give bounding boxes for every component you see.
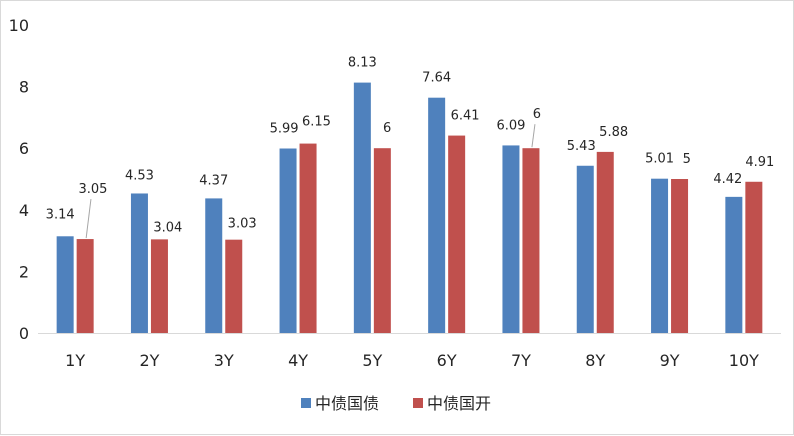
bar-series1-1Y (56, 236, 74, 333)
x-tick-label: 2Y (139, 351, 159, 370)
bar-series2-2Y (150, 239, 168, 333)
data-label: 6.09 (496, 118, 525, 133)
bar-series1-10Y (725, 196, 743, 333)
data-label: 6.41 (451, 109, 480, 124)
x-tick-label: 5Y (362, 351, 382, 370)
legend-swatch (413, 398, 423, 408)
data-label: 4.42 (713, 172, 742, 187)
bar-series1-6Y (428, 97, 446, 333)
data-label: 3.04 (153, 220, 182, 235)
x-tick-label: 6Y (437, 351, 457, 370)
y-tick-label: 6 (19, 139, 29, 158)
x-tick-label: 7Y (511, 351, 531, 370)
data-label: 3.14 (46, 207, 75, 222)
legend-label: 中债国开 (427, 394, 491, 413)
data-label: 6 (383, 121, 391, 136)
bar-series2-4Y (299, 143, 317, 333)
bar-series1-2Y (130, 193, 148, 333)
bar-series1-7Y (502, 145, 520, 333)
y-tick-label: 8 (19, 78, 29, 97)
y-tick-label: 0 (19, 324, 29, 343)
data-label: 4.37 (199, 173, 228, 188)
label-leader-line (531, 124, 536, 148)
x-tick-label: 8Y (585, 351, 605, 370)
data-label: 4.53 (125, 168, 154, 183)
y-tick-label: 4 (19, 201, 29, 220)
bar-series1-3Y (205, 198, 223, 333)
data-labels: 3.143.05 4.53 3.04 4.37 3.03 5.99 6.15 8.13 6 7.6… (46, 56, 774, 239)
x-tick-label: 4Y (288, 351, 308, 370)
x-tick-label: 3Y (214, 351, 234, 370)
legend-label: 中债国债 (315, 394, 379, 413)
x-tick-label: 9Y (660, 351, 680, 370)
bar-series1-9Y (651, 178, 669, 333)
data-label: 8.13 (348, 56, 377, 71)
data-label: 3.05 (78, 182, 107, 197)
y-axis-ticks: 0 2 4 6 8 10 (9, 16, 29, 343)
bar-series2-3Y (225, 239, 243, 333)
bar-series1-8Y (576, 165, 594, 333)
y-tick-label: 10 (9, 16, 29, 35)
legend: 中债国债 中债国开 (301, 394, 491, 413)
legend-swatch (301, 398, 311, 408)
data-label: 5.01 (645, 152, 674, 167)
data-label: 7.64 (422, 71, 451, 86)
data-label: 4.91 (745, 155, 774, 170)
data-label: 5.88 (599, 125, 628, 140)
label-leader-line (85, 198, 92, 239)
bar-series2-9Y (671, 179, 689, 333)
data-label: 6.15 (302, 115, 331, 130)
bar-series2-6Y (448, 135, 466, 333)
x-axis-ticks: 1Y 2Y 3Y 4Y 5Y 6Y 7Y 8Y 9Y 10Y (65, 351, 759, 370)
data-label: 6 (533, 107, 541, 122)
bars (56, 82, 763, 333)
bar-series1-4Y (279, 148, 297, 333)
bar-series2-10Y (745, 181, 763, 333)
x-tick-label: 1Y (65, 351, 85, 370)
data-label: 3.03 (228, 217, 257, 232)
y-tick-label: 2 (19, 262, 29, 281)
bar-series2-1Y (76, 239, 94, 333)
data-label: 5.43 (567, 139, 596, 154)
x-tick-label: 10Y (729, 351, 759, 370)
bar-series2-7Y (522, 148, 540, 333)
bar-series1-5Y (353, 82, 371, 333)
bar-series2-8Y (596, 151, 614, 333)
bar-series2-5Y (373, 148, 391, 333)
data-label: 5 (683, 152, 691, 167)
data-label: 5.99 (270, 122, 299, 137)
